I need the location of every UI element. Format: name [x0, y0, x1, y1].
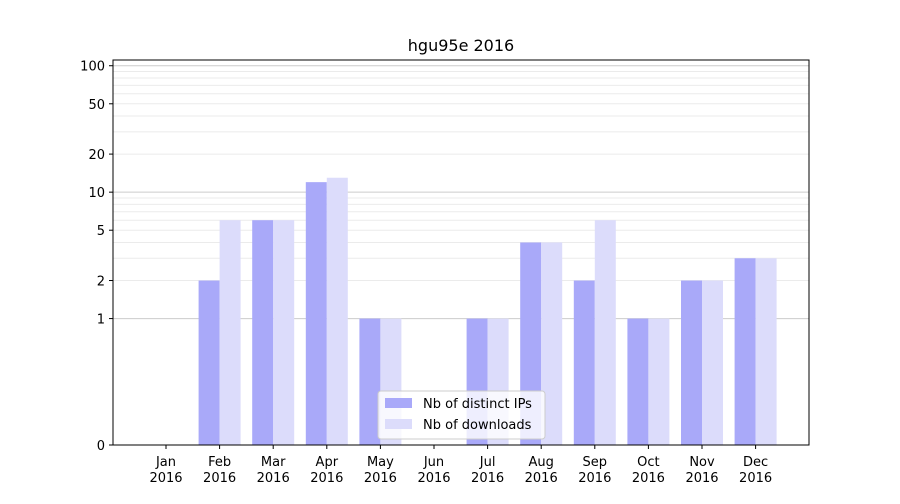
x-tick-label-year: 2016 — [739, 471, 772, 486]
x-tick-label-month: Oct — [637, 455, 659, 470]
bar — [648, 318, 670, 445]
x-tick-label-month: Sep — [583, 455, 608, 470]
y-tick-label: 5 — [97, 224, 105, 239]
y-tick-label: 10 — [88, 186, 105, 201]
x-tick-label-year: 2016 — [364, 471, 397, 486]
y-tick-label: 50 — [88, 98, 105, 113]
x-tick-label-month: Dec — [743, 455, 768, 470]
x-tick-label-year: 2016 — [578, 471, 611, 486]
bar — [305, 182, 327, 446]
bar — [326, 177, 348, 445]
bar — [541, 242, 563, 445]
bar — [681, 280, 702, 445]
x-tick-label-year: 2016 — [257, 471, 290, 486]
y-tick-label: 100 — [80, 60, 105, 75]
x-tick-label-year: 2016 — [471, 471, 504, 486]
y-axis: 0 1 2 5 10 20 50 100 — [80, 60, 113, 454]
grid-lines — [113, 65, 809, 320]
plot-frame — [112, 59, 810, 446]
x-axis: Jan2016Feb2016Mar2016Apr2016May2016Jun20… — [149, 445, 772, 486]
legend-swatch — [385, 419, 412, 429]
x-tick-label-month: Jul — [479, 455, 496, 470]
bar — [702, 280, 723, 445]
legend-label: Nb of downloads — [423, 418, 532, 433]
x-tick-label-month: Feb — [208, 455, 231, 470]
bar — [252, 220, 274, 445]
x-tick-label-year: 2016 — [310, 471, 343, 486]
bar — [627, 318, 649, 445]
y-tick-label: 2 — [97, 275, 105, 290]
bar — [219, 220, 241, 445]
y-tick-label: 0 — [97, 439, 105, 454]
chart-title: hgu95e 2016 — [408, 36, 514, 55]
y-tick-label: 20 — [88, 148, 105, 163]
x-tick-label-year: 2016 — [203, 471, 236, 486]
bar — [594, 220, 616, 445]
legend-label: Nb of distinct IPs — [423, 397, 532, 412]
legend: Nb of distinct IPs Nb of downloads — [377, 390, 546, 440]
bar — [734, 258, 756, 445]
x-tick-label-month: Jan — [155, 455, 176, 470]
bar — [273, 220, 295, 445]
x-tick-label-year: 2016 — [685, 471, 718, 486]
x-tick-label-year: 2016 — [632, 471, 665, 486]
bar — [359, 318, 381, 445]
bar — [755, 258, 777, 445]
y-tick-label: 1 — [97, 313, 105, 328]
x-tick-label-year: 2016 — [417, 471, 450, 486]
x-tick-label-month: Mar — [261, 455, 286, 470]
x-tick-label-month: Apr — [316, 455, 339, 470]
x-tick-label-year: 2016 — [525, 471, 558, 486]
x-tick-label-month: Jun — [423, 455, 444, 470]
x-tick-label-month: Nov — [689, 455, 715, 470]
bar — [198, 280, 220, 445]
bar — [573, 280, 595, 445]
legend-box — [377, 390, 546, 440]
x-tick-label-month: Aug — [529, 455, 554, 470]
x-tick-label-year: 2016 — [149, 471, 182, 486]
legend-swatch — [385, 398, 412, 408]
x-tick-label-month: May — [367, 455, 394, 470]
